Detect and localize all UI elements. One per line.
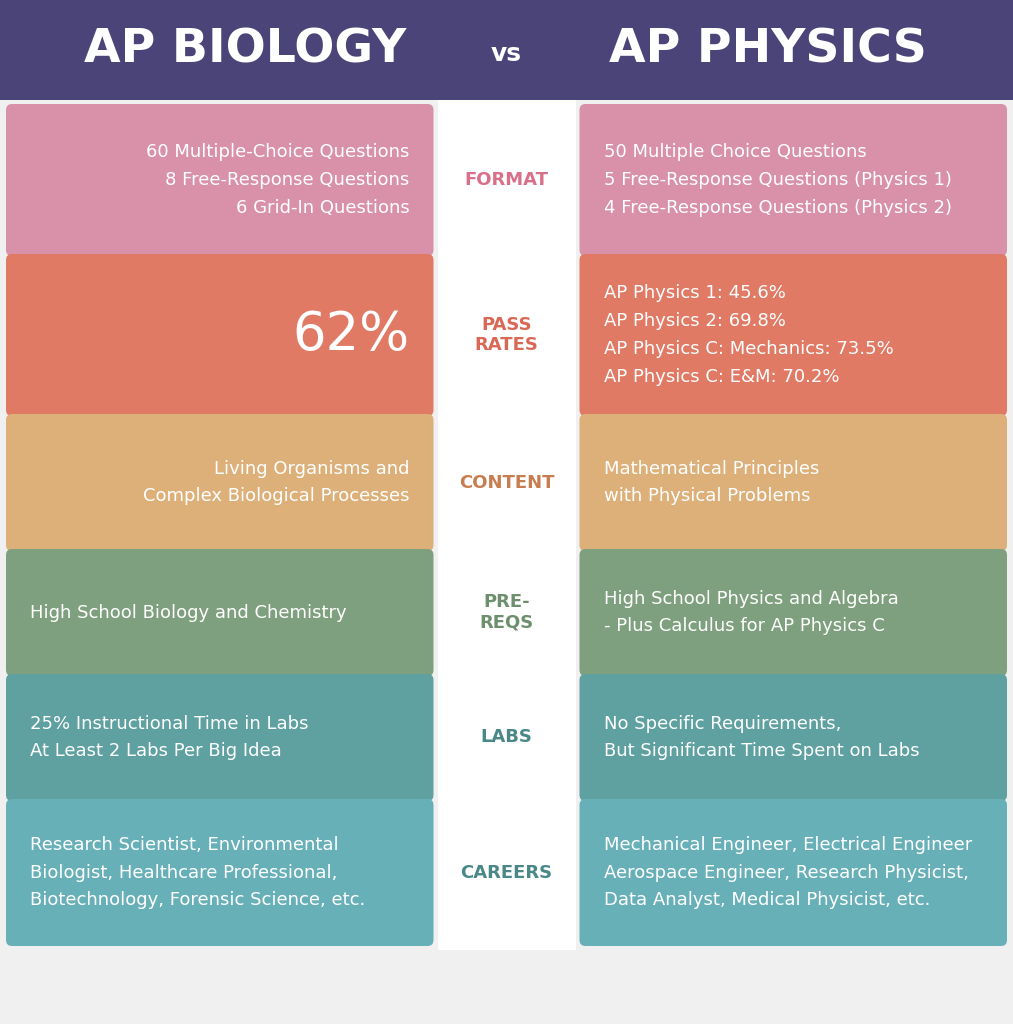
Text: High School Biology and Chemistry: High School Biology and Chemistry <box>30 603 346 622</box>
Text: 62%: 62% <box>293 309 409 361</box>
Bar <box>438 100 575 950</box>
Bar <box>0 0 1013 100</box>
Text: CONTENT: CONTENT <box>459 473 554 492</box>
Text: LABS: LABS <box>480 728 533 746</box>
Text: Mathematical Principles
with Physical Problems: Mathematical Principles with Physical Pr… <box>604 460 819 506</box>
FancyBboxPatch shape <box>6 254 434 416</box>
FancyBboxPatch shape <box>579 549 1007 676</box>
Text: 50 Multiple Choice Questions
5 Free-Response Questions (Physics 1)
4 Free-Respon: 50 Multiple Choice Questions 5 Free-Resp… <box>604 143 951 217</box>
Text: FORMAT: FORMAT <box>465 171 548 189</box>
Text: Research Scientist, Environmental
Biologist, Healthcare Professional,
Biotechnol: Research Scientist, Environmental Biolog… <box>30 836 366 909</box>
Text: PASS
RATES: PASS RATES <box>474 315 539 354</box>
Text: vs: vs <box>490 42 522 66</box>
Text: CAREERS: CAREERS <box>461 863 552 882</box>
Text: 60 Multiple-Choice Questions
8 Free-Response Questions
6 Grid-In Questions: 60 Multiple-Choice Questions 8 Free-Resp… <box>146 143 409 217</box>
Text: Mechanical Engineer, Electrical Engineer
Aerospace Engineer, Research Physicist,: Mechanical Engineer, Electrical Engineer… <box>604 836 971 909</box>
FancyBboxPatch shape <box>579 414 1007 551</box>
FancyBboxPatch shape <box>6 549 434 676</box>
Text: Living Organisms and
Complex Biological Processes: Living Organisms and Complex Biological … <box>143 460 409 506</box>
Text: High School Physics and Algebra
- Plus Calculus for AP Physics C: High School Physics and Algebra - Plus C… <box>604 590 899 636</box>
FancyBboxPatch shape <box>6 799 434 946</box>
FancyBboxPatch shape <box>579 799 1007 946</box>
FancyBboxPatch shape <box>6 674 434 801</box>
FancyBboxPatch shape <box>6 104 434 256</box>
FancyBboxPatch shape <box>579 254 1007 416</box>
FancyBboxPatch shape <box>579 674 1007 801</box>
FancyBboxPatch shape <box>6 414 434 551</box>
Text: 25% Instructional Time in Labs
At Least 2 Labs Per Big Idea: 25% Instructional Time in Labs At Least … <box>30 715 309 761</box>
Text: AP BIOLOGY: AP BIOLOGY <box>84 28 406 73</box>
FancyBboxPatch shape <box>579 104 1007 256</box>
Text: AP Physics 1: 45.6%
AP Physics 2: 69.8%
AP Physics C: Mechanics: 73.5%
AP Physic: AP Physics 1: 45.6% AP Physics 2: 69.8% … <box>604 285 893 386</box>
Text: No Specific Requirements,
But Significant Time Spent on Labs: No Specific Requirements, But Significan… <box>604 715 919 761</box>
Text: AP PHYSICS: AP PHYSICS <box>609 28 927 73</box>
Text: PRE-
REQS: PRE- REQS <box>479 593 534 632</box>
